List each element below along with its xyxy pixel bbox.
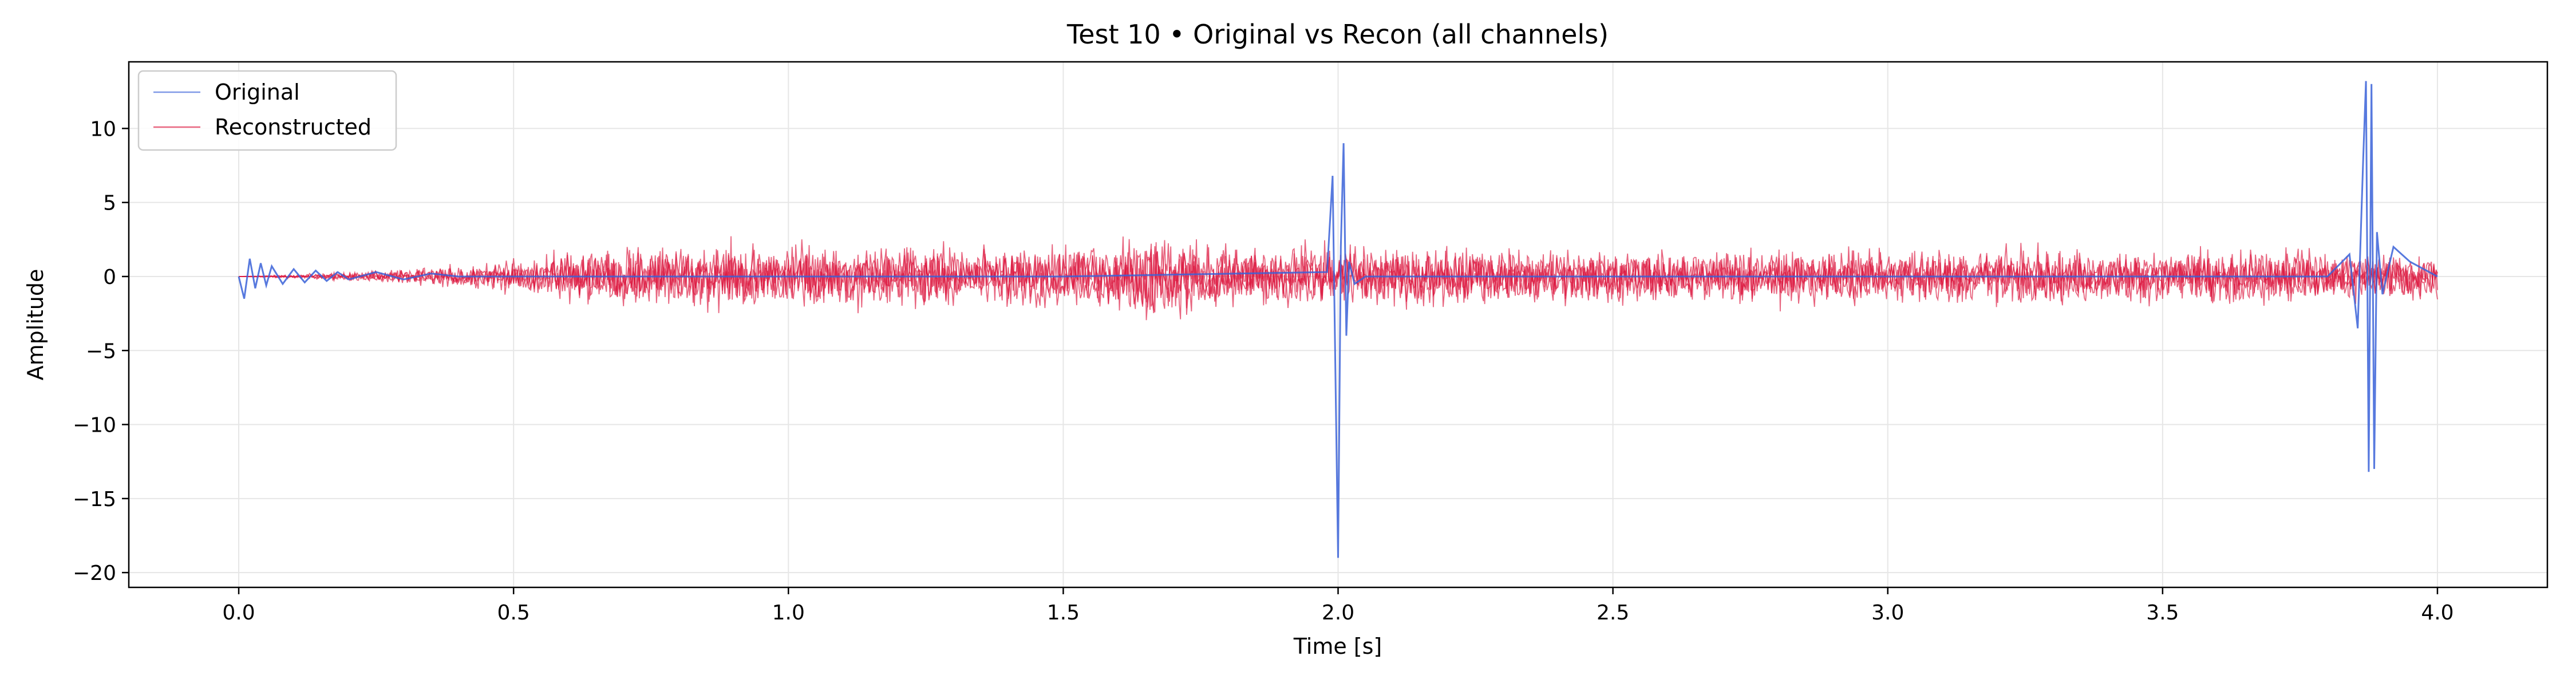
y-tick-label: −5 <box>86 339 116 363</box>
y-axis-title: Amplitude <box>23 269 48 381</box>
x-tick-label: 0.5 <box>497 601 530 625</box>
x-tick-label: 2.5 <box>1597 601 1629 625</box>
x-tick-label: 1.5 <box>1047 601 1080 625</box>
x-tick-label: 3.5 <box>2146 601 2179 625</box>
x-tick-label: 2.0 <box>1322 601 1354 625</box>
legend-label-reconstructed: Reconstructed <box>215 114 372 140</box>
series-reconstructed-line <box>238 239 2438 313</box>
y-tick-label: −20 <box>73 562 116 585</box>
legend: Original Reconstructed <box>137 70 397 151</box>
y-tick-label: 0 <box>103 266 116 289</box>
chart-title: Test 10 • Original vs Recon (all channel… <box>1066 19 1609 50</box>
series-reconstructed-line <box>239 239 2438 321</box>
plot-layer <box>238 81 2438 558</box>
x-tick-label: 1.0 <box>772 601 805 625</box>
series-original-line <box>238 81 2438 558</box>
y-tick-label: 5 <box>103 192 116 215</box>
x-tick-label: 4.0 <box>2421 601 2453 625</box>
y-tick-label: 10 <box>90 117 116 141</box>
y-tick-label: −15 <box>73 488 116 511</box>
y-tick-label: −10 <box>73 414 116 437</box>
legend-label-original: Original <box>215 80 300 105</box>
x-tick-label: 0.0 <box>222 601 255 625</box>
x-tick-label: 3.0 <box>1871 601 1904 625</box>
tick-layer: 0.0 0.5 1.0 1.5 2.0 2.5 3.0 3.5 4.0 −20 −15 −10 −5 0 5… <box>73 117 2454 625</box>
legend-box <box>137 70 397 151</box>
x-axis-title: Time [s] <box>1293 634 1382 659</box>
